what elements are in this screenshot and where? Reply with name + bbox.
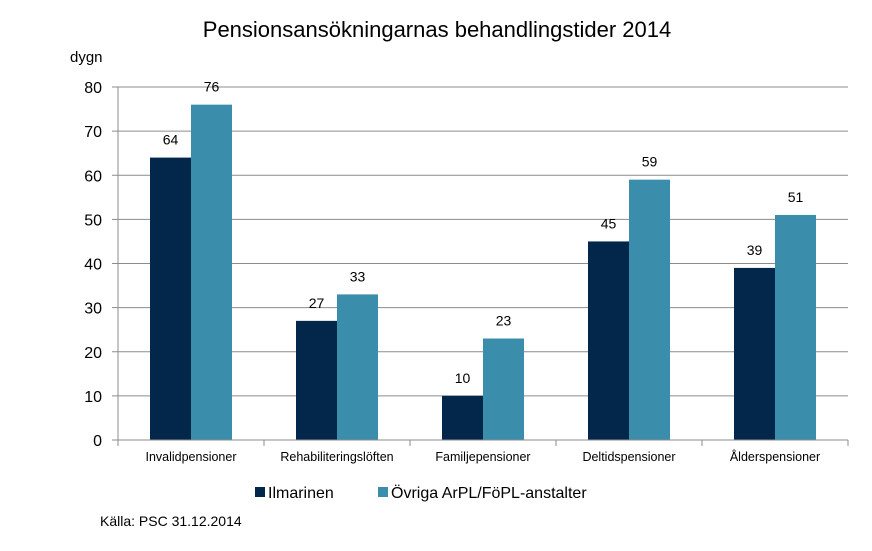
x-tick-label: Invalidpensioner: [145, 450, 236, 464]
chart-title: Pensionsansökningarnas behandlingstider …: [203, 17, 671, 42]
data-label: 45: [601, 215, 617, 231]
bar-series1: [150, 157, 191, 440]
legend-swatch: [378, 487, 388, 497]
data-labels: 64 76 27 33 10 23 45 59 39 51: [163, 79, 804, 386]
bar-series2: [629, 179, 670, 440]
y-tick-label: 30: [84, 301, 102, 318]
x-tick-label: Deltidspensioner: [582, 450, 675, 464]
axes: [112, 86, 849, 446]
y-tick-label: 70: [84, 124, 102, 141]
x-tick-label: Rehabiliteringslöften: [280, 450, 393, 464]
source-note: Källa: PSC 31.12.2014: [100, 513, 242, 529]
y-tick-label: 80: [84, 80, 102, 97]
data-label: 10: [455, 370, 471, 386]
y-tick-label: 60: [84, 168, 102, 185]
data-label: 33: [350, 268, 366, 284]
bars: [150, 104, 816, 441]
y-axis-label: dygn: [70, 49, 103, 66]
y-tick-labels: 0 10 20 30 40 50 60 70 80: [84, 80, 102, 450]
x-tick-labels: Invalidpensioner Rehabiliteringslöften Fam…: [145, 449, 820, 464]
y-tick-label: 10: [84, 389, 102, 406]
data-label: 51: [788, 189, 804, 205]
legend-label: Övriga ArPL/FöPL-anstalter: [391, 484, 587, 502]
legend-swatch: [255, 487, 265, 497]
y-tick-label: 20: [84, 345, 102, 362]
legend: Ilmarinen Övriga ArPL/FöPL-anstalter: [255, 484, 587, 502]
y-tick-label: 40: [84, 257, 102, 274]
data-label: 23: [496, 313, 512, 329]
y-tick-label: 0: [93, 433, 102, 450]
gridlines: [118, 86, 848, 397]
bar-series1: [442, 395, 483, 440]
legend-label: Ilmarinen: [268, 485, 334, 502]
bar-series2: [337, 294, 378, 440]
bar-series1: [296, 320, 337, 440]
x-tick-label: Familjepensioner: [435, 450, 530, 464]
bar-series2: [483, 338, 524, 440]
bar-series2: [191, 104, 232, 441]
y-tick-label: 50: [84, 212, 102, 229]
bar-series2: [775, 214, 816, 440]
bar-series1: [734, 267, 775, 440]
data-label: 27: [309, 295, 325, 311]
data-label: 64: [163, 132, 179, 148]
data-label: 76: [204, 79, 220, 95]
x-tick-label: Ålderspensioner: [730, 449, 820, 464]
data-label: 39: [747, 242, 763, 258]
bar-series1: [588, 241, 629, 440]
data-label: 59: [642, 154, 658, 170]
